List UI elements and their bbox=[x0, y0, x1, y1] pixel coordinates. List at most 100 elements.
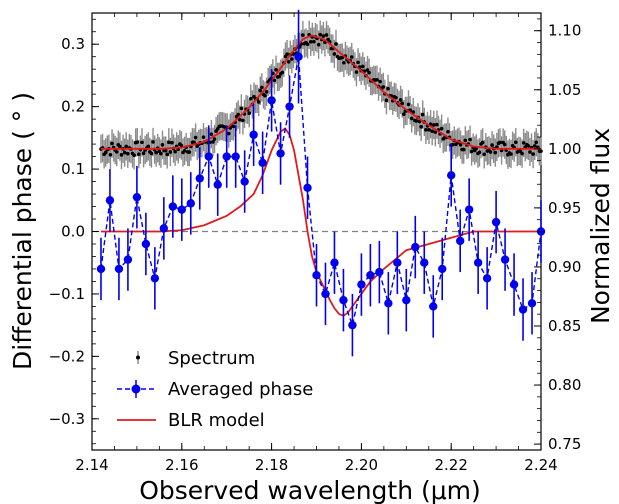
y-left-tick-label: 0.2 bbox=[61, 98, 85, 116]
spectrum-point bbox=[124, 144, 129, 149]
averaged-phase-series bbox=[96, 9, 546, 357]
spectrum-point bbox=[316, 42, 321, 47]
averaged-phase-point bbox=[339, 295, 348, 305]
spectrum-point bbox=[256, 100, 261, 104]
spectrum-point bbox=[241, 118, 245, 123]
y-axis-title-left: Differential phase ( ° ) bbox=[8, 92, 37, 370]
averaged-phase-point bbox=[240, 177, 249, 186]
spectrum-point bbox=[160, 142, 165, 147]
spectrum-point bbox=[211, 140, 215, 144]
legend-label-spectrum: Spectrum bbox=[168, 348, 255, 369]
spectrum-point bbox=[170, 140, 174, 145]
spectrum-point bbox=[312, 39, 316, 44]
spectrum-point bbox=[236, 112, 240, 117]
spectrum-point bbox=[192, 140, 196, 145]
x-tick-label: 2.22 bbox=[434, 456, 467, 474]
spectrum-point bbox=[526, 144, 531, 148]
spectrum-point bbox=[420, 112, 425, 117]
x-axis-title: Observed wavelength (μm) bbox=[139, 476, 481, 504]
averaged-phase-point bbox=[438, 264, 447, 274]
averaged-phase-line bbox=[100, 56, 542, 328]
spectrum-point bbox=[110, 141, 114, 146]
spectrum-point bbox=[406, 102, 411, 107]
averaged-phase-point bbox=[411, 242, 420, 252]
spectrum-point bbox=[274, 67, 278, 72]
averaged-phase-point bbox=[159, 224, 169, 233]
spectrum-point bbox=[247, 111, 252, 116]
spectrum-model-line bbox=[100, 34, 541, 150]
averaged-phase-point bbox=[321, 289, 330, 299]
spectrum-point bbox=[321, 34, 326, 38]
averaged-phase-point bbox=[150, 274, 160, 283]
spectrum-point bbox=[458, 142, 463, 147]
averaged-phase-point bbox=[375, 267, 384, 277]
averaged-phase-point bbox=[348, 320, 357, 330]
spectrum-point bbox=[513, 140, 518, 145]
averaged-phase-point bbox=[500, 255, 510, 264]
spectrum-point bbox=[260, 85, 264, 90]
spectrum-point bbox=[433, 130, 438, 134]
spectrum-point bbox=[480, 140, 485, 145]
spectrum-point bbox=[493, 150, 498, 155]
spectrum-point bbox=[285, 52, 289, 56]
spectrum-point bbox=[237, 117, 242, 122]
averaged-phase-point bbox=[141, 239, 151, 249]
y-left-tick-label: −0.1 bbox=[49, 285, 85, 303]
legend-item-spectrum: Spectrum bbox=[136, 348, 255, 369]
spectrum-point bbox=[318, 32, 323, 37]
spectrum-point bbox=[193, 135, 198, 140]
spectrum-point bbox=[378, 79, 382, 84]
spectrum-point bbox=[280, 70, 285, 75]
spectrum-point bbox=[356, 60, 360, 65]
averaged-phase-point bbox=[330, 258, 339, 267]
y-right-tick-label: 1.10 bbox=[548, 22, 581, 40]
averaged-phase-point bbox=[303, 183, 312, 192]
spectrum-point bbox=[108, 152, 113, 157]
averaged-phase-point bbox=[213, 180, 222, 189]
x-tick-label: 2.18 bbox=[255, 456, 288, 474]
y-left-tick-label: 0.1 bbox=[61, 160, 85, 178]
spectrum-point bbox=[165, 152, 170, 157]
y-right-tick-label: 0.75 bbox=[548, 435, 581, 453]
spectrum-point bbox=[490, 143, 494, 147]
blr-model-series bbox=[100, 34, 541, 317]
spectrum-point bbox=[166, 140, 171, 145]
spectrum-point bbox=[149, 151, 154, 156]
spectrum-point bbox=[439, 126, 444, 131]
spectrum-point bbox=[301, 33, 305, 37]
averaged-phase-point bbox=[204, 152, 213, 161]
spectrum-point bbox=[498, 140, 502, 145]
spectrum-point bbox=[468, 137, 472, 142]
spectrum-point bbox=[509, 152, 513, 156]
averaged-phase-point bbox=[132, 192, 142, 202]
spectrum-point bbox=[179, 143, 184, 148]
averaged-phase-point bbox=[482, 274, 492, 283]
spectrum-point bbox=[135, 140, 140, 144]
averaged-phase-point bbox=[366, 271, 375, 280]
averaged-phase-point bbox=[464, 205, 474, 214]
spectrum-point bbox=[308, 40, 313, 44]
spectrum-point bbox=[125, 151, 130, 156]
y-axis-title-right: Normalized flux bbox=[586, 128, 615, 324]
spectrum-point bbox=[263, 93, 267, 98]
y-right-tick-label: 0.80 bbox=[548, 376, 581, 394]
spectrum-point bbox=[249, 96, 253, 101]
spectrum-point bbox=[354, 70, 359, 74]
averaged-phase-point bbox=[231, 152, 240, 161]
y-right-tick-label: 0.95 bbox=[548, 199, 581, 217]
spectrum-point bbox=[332, 52, 337, 56]
averaged-phase-point bbox=[276, 149, 285, 158]
y-left-tick-label: −0.2 bbox=[49, 347, 85, 365]
spectrum-point bbox=[334, 42, 338, 46]
spectrum-point bbox=[398, 98, 403, 102]
averaged-phase-point bbox=[267, 96, 276, 105]
spectrum-point bbox=[141, 151, 146, 156]
spectrum-point bbox=[163, 148, 168, 153]
averaged-phase-point bbox=[473, 258, 483, 267]
averaged-phase-point bbox=[402, 295, 411, 305]
legend-label-blr-model: BLR model bbox=[168, 410, 265, 431]
spectrum-point bbox=[118, 144, 122, 149]
averaged-phase-point bbox=[357, 280, 366, 289]
spectrum-point bbox=[360, 64, 365, 69]
